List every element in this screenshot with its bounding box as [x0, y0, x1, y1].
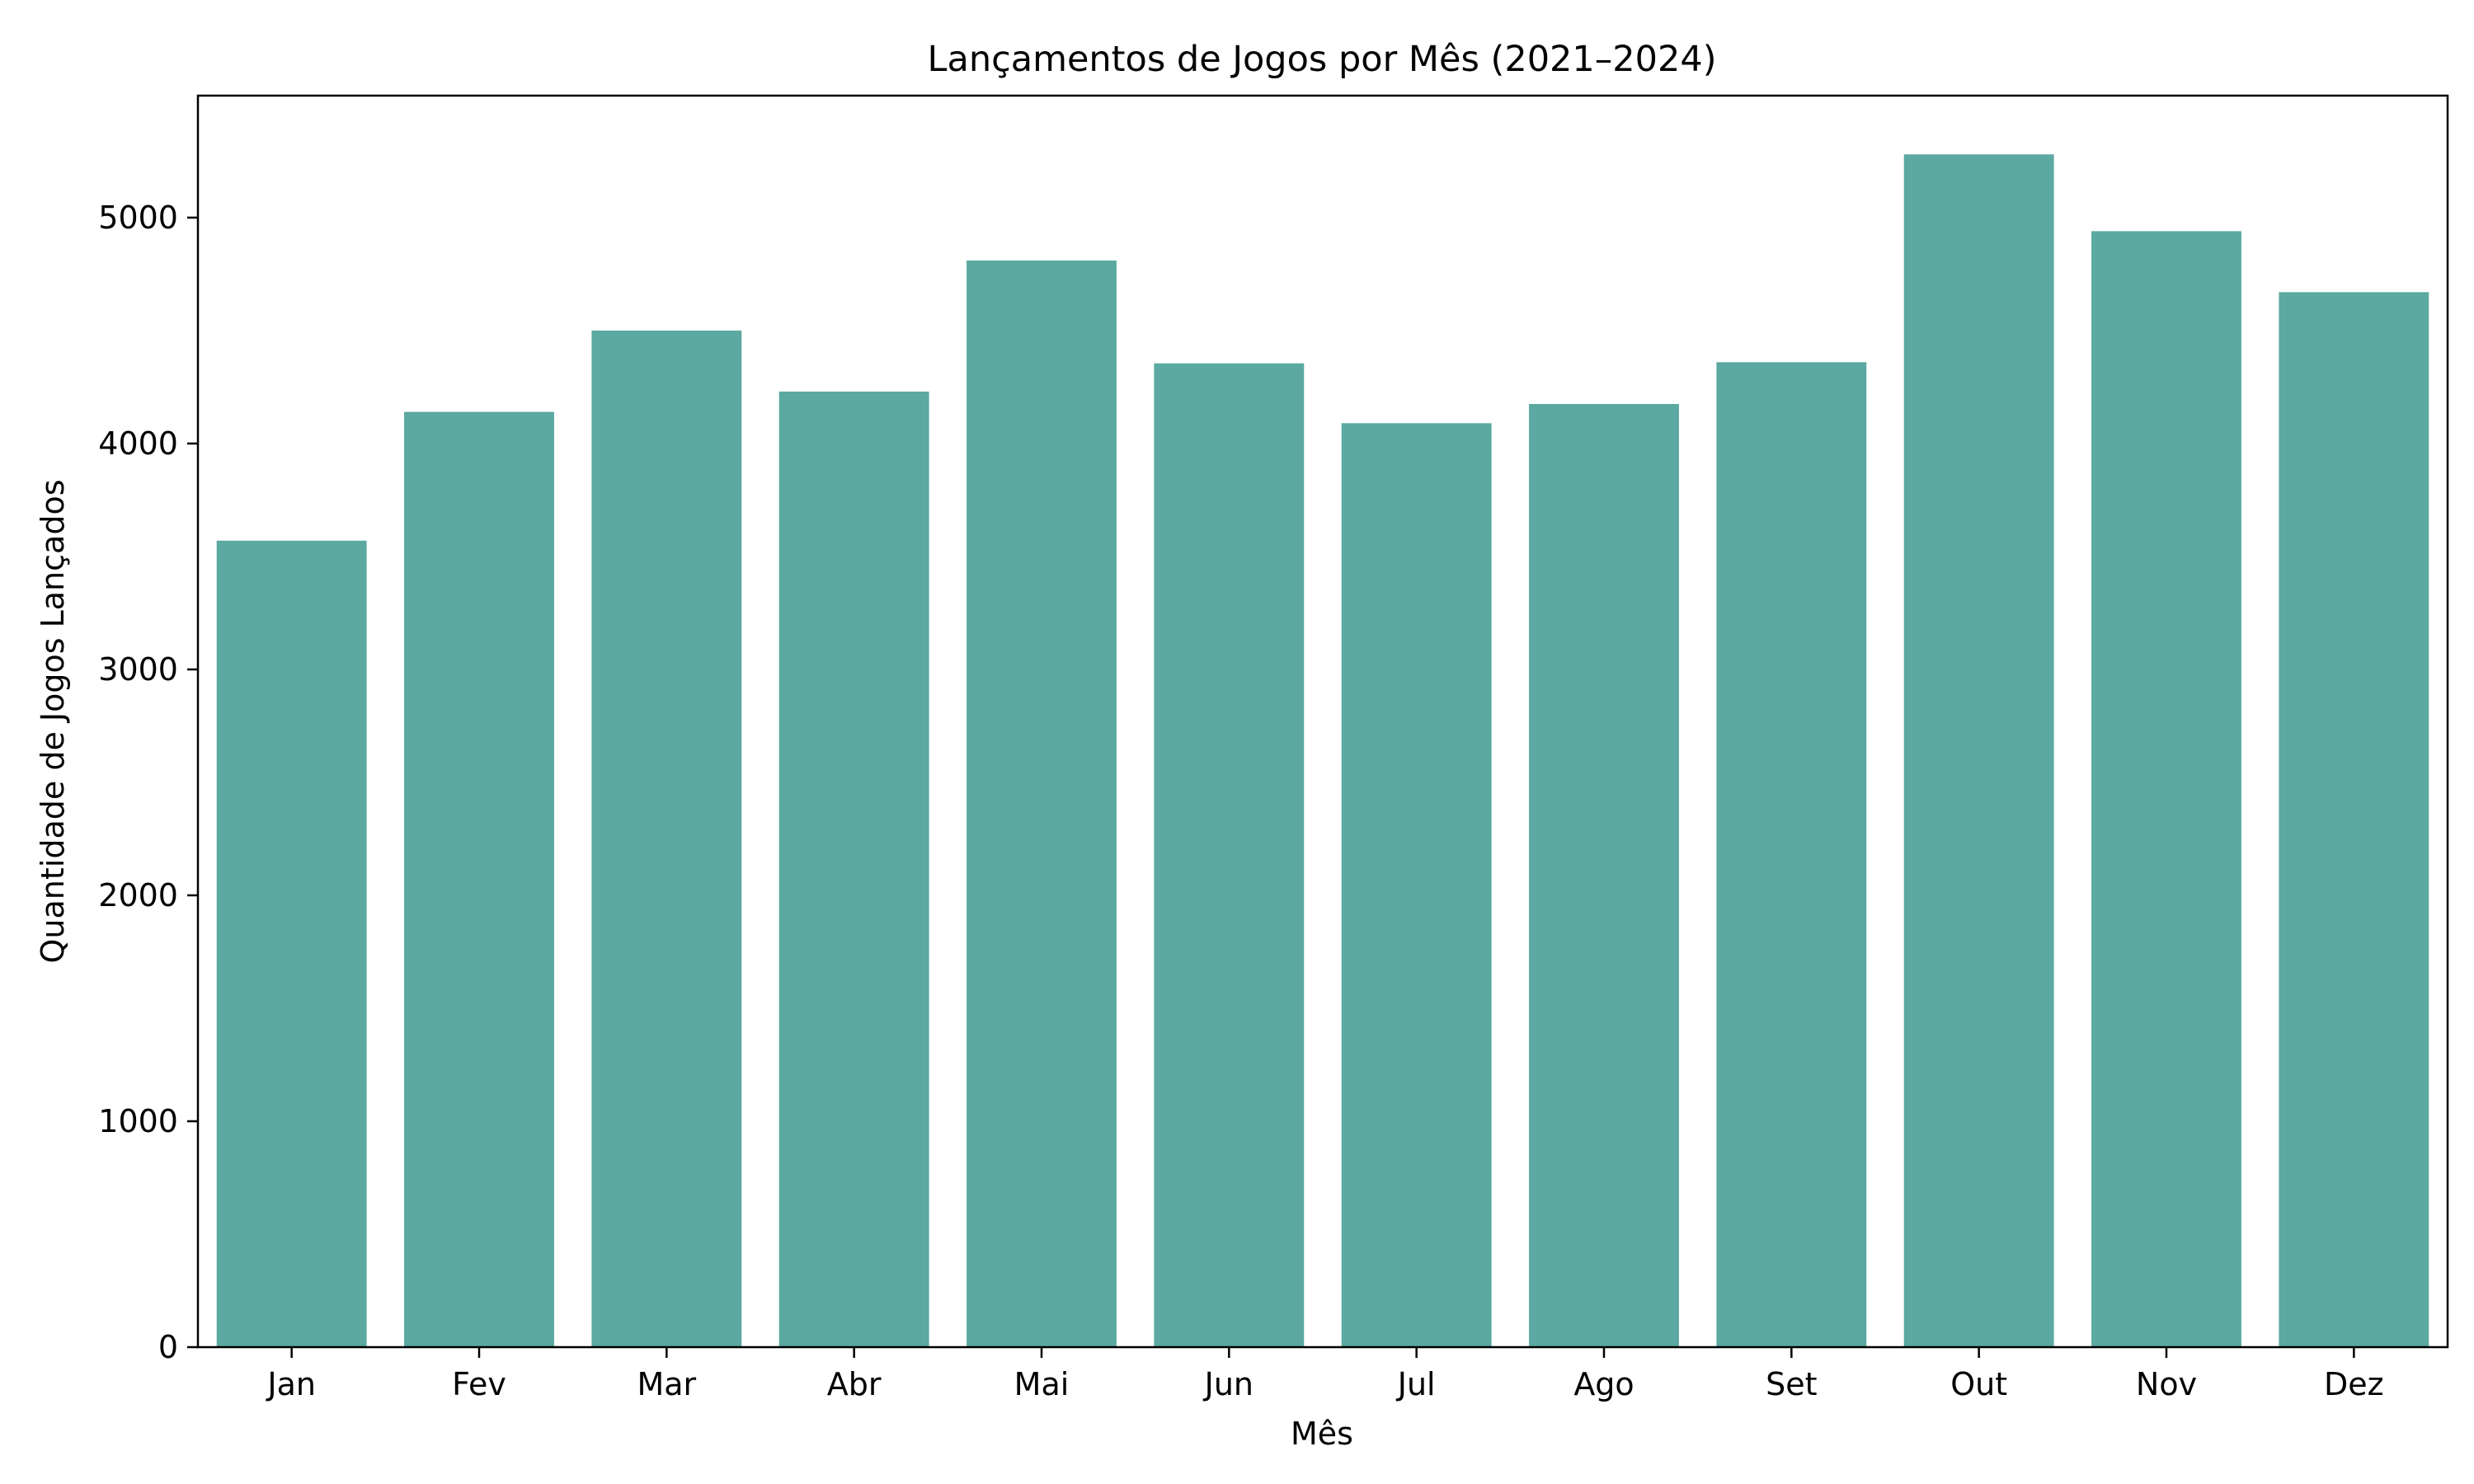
- x-tick-label: Fev: [452, 1366, 506, 1402]
- x-tick-label: Set: [1766, 1366, 1817, 1402]
- x-tick-label: Dez: [2324, 1366, 2384, 1402]
- x-axis-ticks: Jan Fev Mar Abr Mai Jun Jul Ago Set Out Nov Dez: [266, 1347, 2384, 1402]
- x-tick-label: Nov: [2136, 1366, 2197, 1402]
- bar-fev: [404, 411, 554, 1347]
- x-tick-label: Out: [1950, 1366, 2007, 1402]
- y-tick-label: 3000: [98, 651, 178, 688]
- x-tick-label: Ago: [1573, 1366, 1634, 1402]
- x-tick-label: Jan: [266, 1366, 316, 1402]
- bar-mai: [967, 261, 1117, 1347]
- plot-area-frame: [196, 94, 2449, 1349]
- x-tick-label: Mai: [1014, 1366, 1070, 1402]
- y-axis-label: Quantidade de Jogos Lançados: [35, 480, 71, 964]
- x-axis-label: Mês: [1291, 1416, 1353, 1452]
- bar-jul: [1341, 423, 1492, 1347]
- bar-out: [1903, 154, 2054, 1347]
- x-tick-label: Abr: [827, 1366, 882, 1402]
- bar-abr: [778, 391, 929, 1347]
- y-tick-label: 1000: [98, 1103, 178, 1139]
- y-tick-label: 5000: [98, 200, 178, 236]
- y-tick-label: 2000: [98, 877, 178, 913]
- x-tick-label: Jun: [1203, 1366, 1253, 1402]
- x-tick-label: Mar: [637, 1366, 696, 1402]
- y-tick-label: 0: [158, 1329, 178, 1365]
- chart-title: Lançamentos de Jogos por Mês (2021–2024): [928, 39, 1717, 80]
- bar-ago: [1529, 404, 1679, 1347]
- x-tick-label: Jul: [1396, 1366, 1436, 1402]
- y-tick-label: 4000: [98, 425, 178, 462]
- bar-jan: [216, 540, 367, 1347]
- bar-jun: [1154, 363, 1305, 1348]
- bars-group: [216, 154, 2429, 1348]
- y-axis-ticks: 0 1000 2000 3000 4000 5000: [98, 200, 198, 1365]
- bar-dez: [2279, 292, 2429, 1348]
- bar-set: [1716, 362, 1867, 1348]
- bar-nov: [2091, 231, 2241, 1348]
- bar-mar: [591, 330, 742, 1347]
